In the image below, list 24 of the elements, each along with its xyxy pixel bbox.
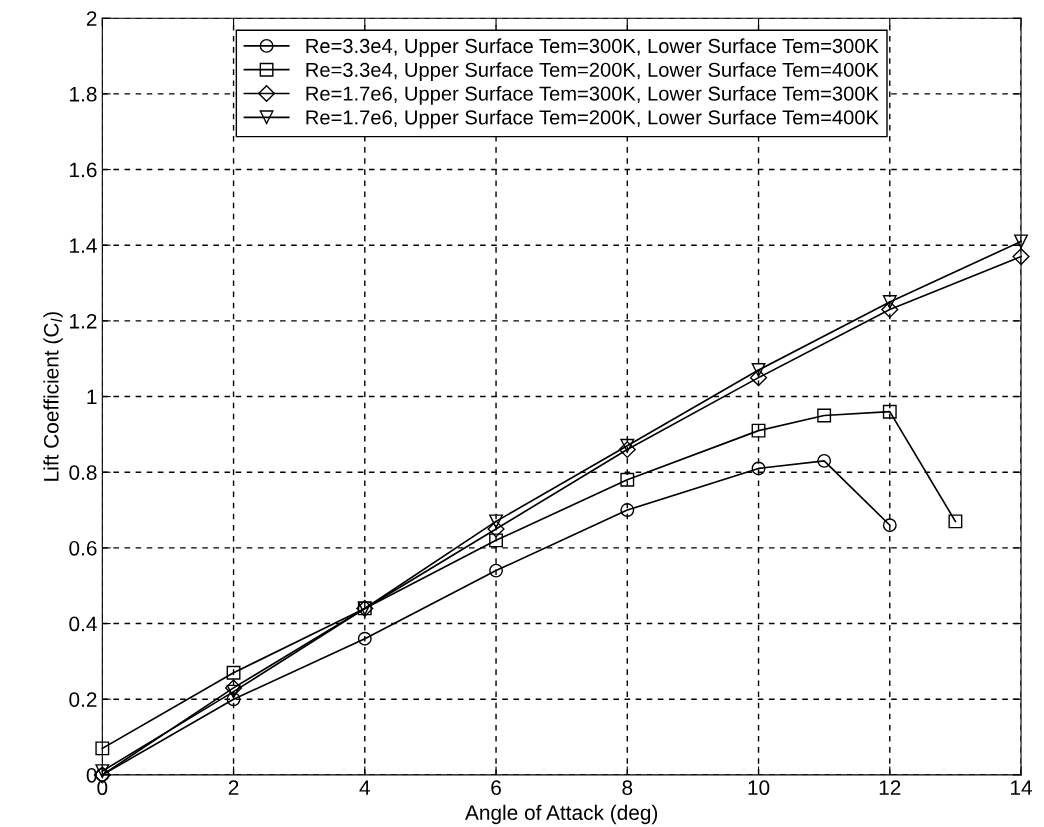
- y-tick-label: 0.4: [69, 616, 97, 632]
- y-tick-label: 1: [87, 389, 97, 405]
- legend-label: Re=1.7e6, Upper Surface Tem=200K, Lower Surface Tem=400K: [306, 109, 879, 129]
- legend-label: Re=3.3e4, Upper Surface Tem=200K, Lower Surface Tem=400K: [306, 62, 879, 81]
- legend-label: Re=3.3e4, Upper Surface Tem=300K, Lower Surface Tem=300K: [306, 38, 879, 58]
- y-tick-label: 1.2: [70, 313, 97, 329]
- y-tick-label: 0.2: [69, 692, 97, 707]
- x-tick-label: 4: [359, 780, 370, 795]
- x-tick-label: 0: [97, 780, 108, 796]
- x-tick-label: 6: [491, 780, 501, 796]
- legend-label: Re=1.7e6, Upper Surface Tem=300K, Lower Surface Tem=300K: [306, 85, 879, 105]
- y-tick-label: 0.8: [69, 465, 97, 480]
- y-tick-label: 1.6: [70, 162, 97, 178]
- x-tick-label: 2: [228, 780, 239, 795]
- x-tick-label: 12: [879, 780, 901, 795]
- y-tick-label: 0.6: [69, 540, 97, 556]
- y-tick-label: 1.4: [70, 238, 97, 253]
- x-tick-label: 14: [1011, 780, 1033, 795]
- x-tick-label: 10: [748, 780, 770, 796]
- y-tick-label: 2: [86, 11, 97, 26]
- x-axis-title: Angle of Attack (deg): [465, 804, 658, 825]
- y-tick-label: 1.8: [70, 86, 97, 102]
- x-tick-label: 8: [622, 780, 633, 796]
- y-axis-title: Lift Coefficient (C$_{l}$): [43, 312, 63, 481]
